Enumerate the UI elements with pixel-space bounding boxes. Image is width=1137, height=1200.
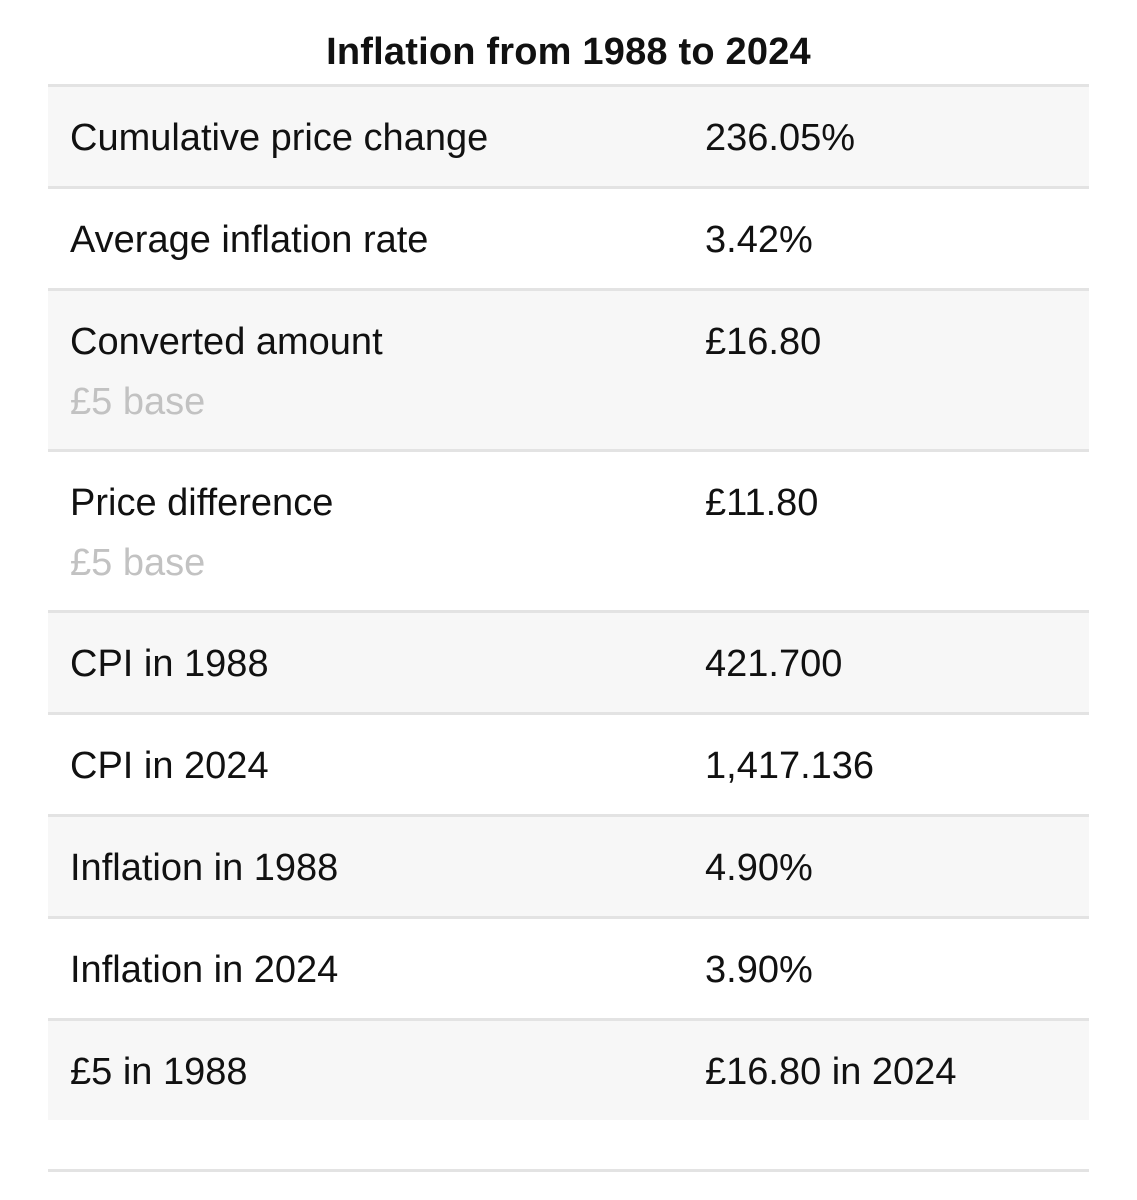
row-value: 1,417.136 bbox=[705, 745, 875, 787]
row-label: Average inflation rate bbox=[70, 219, 429, 261]
row-label: £5 in 1988 bbox=[70, 1051, 248, 1093]
row-value: 3.90% bbox=[705, 949, 813, 991]
row-value: 236.05% bbox=[705, 117, 856, 159]
table-row-inflation-1988: Inflation in 1988 4.90% bbox=[48, 817, 1089, 919]
row-label: Inflation in 2024 bbox=[70, 949, 339, 991]
table-row-price-difference: Price difference £5 base £11.80 bbox=[48, 452, 1089, 613]
table-row-average-inflation-rate: Average inflation rate 3.42% bbox=[48, 189, 1089, 291]
table-row-cumulative-price-change: Cumulative price change 236.05% bbox=[48, 87, 1089, 189]
row-value: £11.80 bbox=[705, 482, 819, 524]
row-sublabel: £5 base bbox=[70, 542, 206, 584]
table-title: Inflation from 1988 to 2024 bbox=[326, 31, 811, 73]
row-label: CPI in 2024 bbox=[70, 745, 269, 787]
bottom-divider bbox=[48, 1169, 1089, 1172]
table-row-cpi-1988: CPI in 1988 421.700 bbox=[48, 613, 1089, 715]
table-row-converted-amount: Converted amount £5 base £16.80 bbox=[48, 291, 1089, 452]
row-value: £16.80 in 2024 bbox=[705, 1051, 957, 1093]
row-value: 4.90% bbox=[705, 847, 813, 889]
row-label: CPI in 1988 bbox=[70, 643, 269, 685]
table-row-cpi-2024: CPI in 2024 1,417.136 bbox=[48, 715, 1089, 817]
inflation-table: Cumulative price change 236.05% Average … bbox=[48, 84, 1089, 1120]
table-row-inflation-2024: Inflation in 2024 3.90% bbox=[48, 919, 1089, 1021]
table-row-conversion-summary: £5 in 1988 £16.80 in 2024 bbox=[48, 1021, 1089, 1120]
row-value: £16.80 bbox=[705, 321, 822, 363]
row-label: Converted amount bbox=[70, 321, 383, 363]
row-label: Inflation in 1988 bbox=[70, 847, 339, 889]
row-label: Cumulative price change bbox=[70, 117, 489, 159]
row-sublabel: £5 base bbox=[70, 381, 206, 423]
row-value: 421.700 bbox=[705, 643, 843, 685]
row-value: 3.42% bbox=[705, 219, 813, 261]
row-label: Price difference bbox=[70, 482, 334, 524]
